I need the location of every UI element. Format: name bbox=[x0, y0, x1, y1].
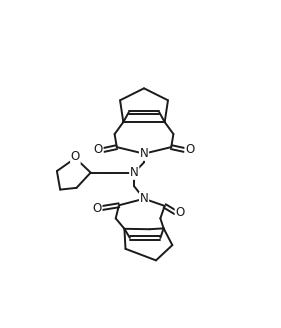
Text: N: N bbox=[140, 147, 148, 160]
Text: N: N bbox=[140, 192, 148, 205]
Text: O: O bbox=[94, 143, 103, 156]
Text: O: O bbox=[175, 206, 185, 219]
Text: O: O bbox=[71, 151, 80, 163]
Text: O: O bbox=[185, 143, 194, 156]
Text: O: O bbox=[92, 202, 102, 215]
Text: N: N bbox=[130, 166, 139, 179]
